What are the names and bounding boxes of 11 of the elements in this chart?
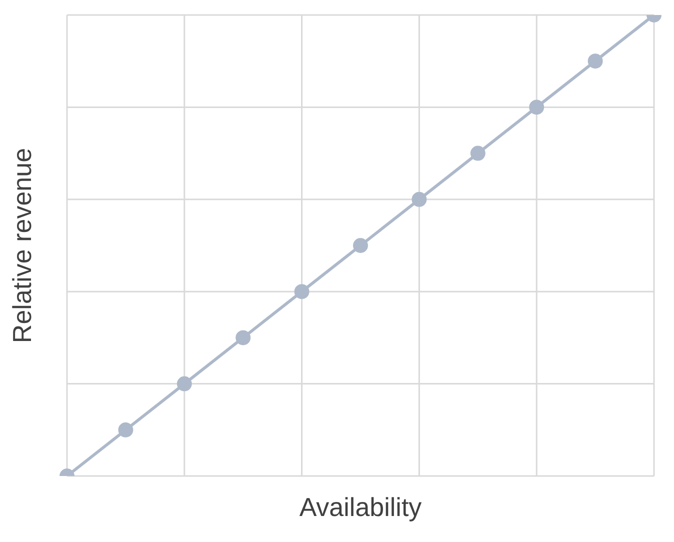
point (118, 422, 134, 438)
point (588, 54, 603, 69)
point (353, 238, 368, 253)
point (470, 146, 486, 161)
point (529, 100, 544, 115)
point (176, 376, 192, 392)
y-axis-title: Relative revenue (7, 148, 38, 344)
point (236, 330, 251, 346)
point (412, 192, 427, 207)
point (294, 284, 310, 300)
x-axis-title: Availability (299, 492, 422, 522)
